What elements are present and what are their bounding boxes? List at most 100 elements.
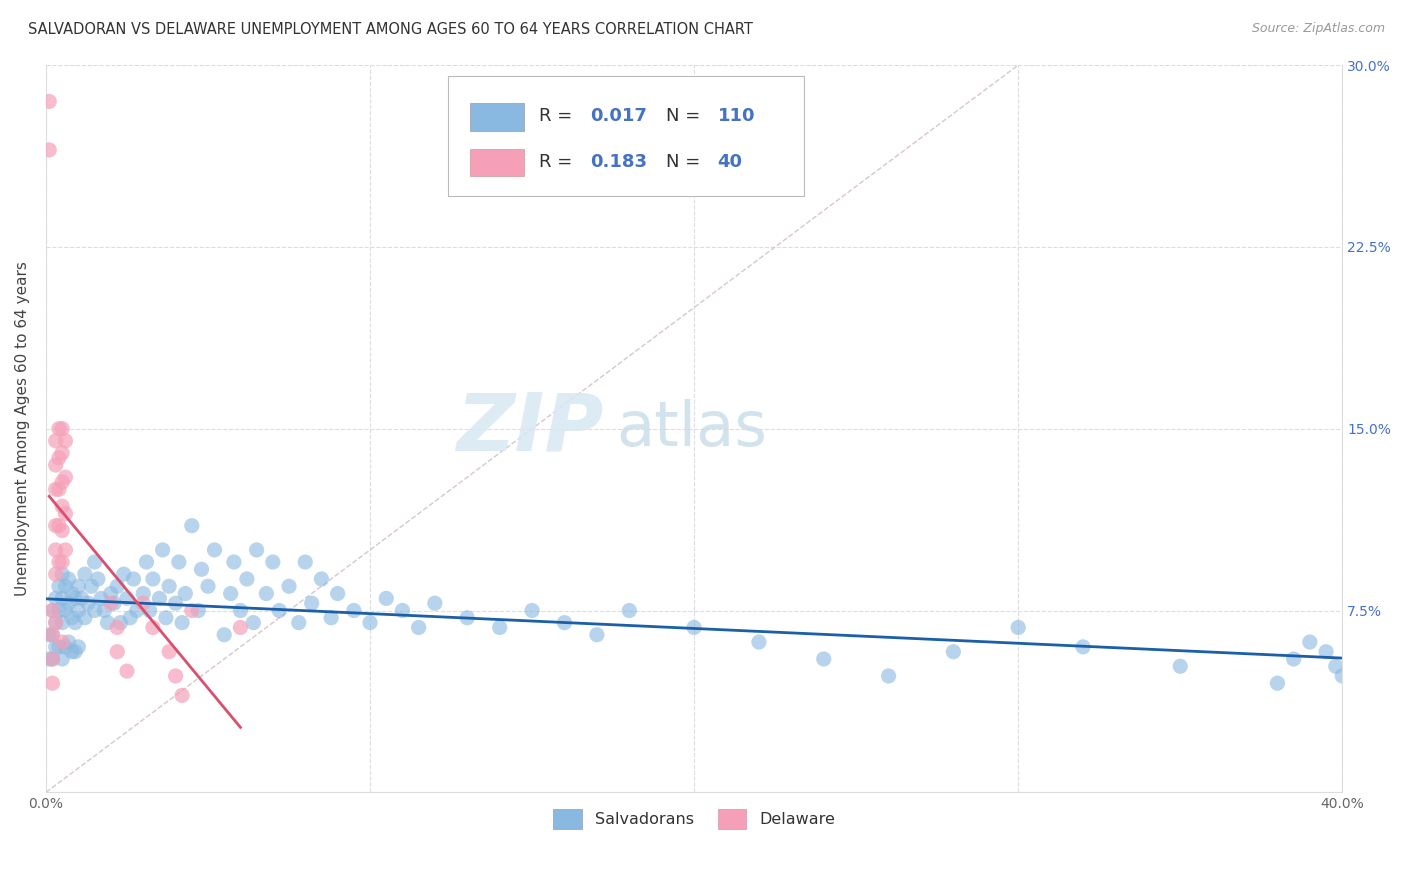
Point — [48, 450, 70, 465]
Point — [138, 603, 160, 617]
Point — [1315, 645, 1337, 659]
Point — [41, 603, 63, 617]
Point — [51, 591, 73, 606]
Point — [287, 615, 309, 630]
Point — [51, 500, 73, 514]
Point — [1267, 676, 1289, 690]
Point — [51, 524, 73, 538]
Point — [157, 579, 180, 593]
Point — [254, 586, 277, 600]
Point — [152, 542, 174, 557]
Point — [748, 635, 770, 649]
Point — [135, 555, 157, 569]
Point — [45, 567, 67, 582]
Point — [45, 615, 67, 630]
Point — [813, 652, 835, 666]
Point — [423, 596, 446, 610]
Text: N =: N = — [665, 153, 706, 171]
Point — [110, 615, 132, 630]
Text: 0.017: 0.017 — [591, 107, 647, 125]
Point — [172, 615, 194, 630]
FancyBboxPatch shape — [470, 149, 524, 177]
Point — [51, 446, 73, 460]
Point — [83, 603, 105, 617]
Point — [58, 635, 80, 649]
Point — [683, 620, 706, 634]
FancyBboxPatch shape — [470, 103, 524, 130]
Point — [48, 483, 70, 497]
Point — [359, 615, 381, 630]
Point — [174, 586, 197, 600]
Point — [180, 518, 202, 533]
Text: SALVADORAN VS DELAWARE UNEMPLOYMENT AMONG AGES 60 TO 64 YEARS CORRELATION CHART: SALVADORAN VS DELAWARE UNEMPLOYMENT AMON… — [28, 22, 754, 37]
Point — [132, 596, 155, 610]
Point — [219, 586, 242, 600]
Point — [73, 611, 96, 625]
Point — [1299, 635, 1322, 649]
Y-axis label: Unemployment Among Ages 60 to 64 years: Unemployment Among Ages 60 to 64 years — [15, 261, 30, 596]
Point — [100, 596, 122, 610]
Point — [63, 615, 86, 630]
Point — [51, 615, 73, 630]
Point — [38, 628, 60, 642]
Point — [619, 603, 641, 617]
Legend: Salvadorans, Delaware: Salvadorans, Delaware — [547, 803, 841, 835]
Point — [115, 591, 138, 606]
Point — [41, 628, 63, 642]
Point — [51, 567, 73, 582]
Text: 0.183: 0.183 — [591, 153, 647, 171]
Point — [67, 640, 90, 654]
Point — [77, 596, 100, 610]
Point — [45, 483, 67, 497]
Point — [63, 591, 86, 606]
Point — [93, 603, 115, 617]
Text: 110: 110 — [717, 107, 755, 125]
Point — [212, 628, 235, 642]
Point — [38, 95, 60, 109]
Point — [105, 645, 128, 659]
Point — [55, 579, 77, 593]
Point — [41, 676, 63, 690]
Point — [83, 555, 105, 569]
Point — [229, 603, 252, 617]
Point — [45, 434, 67, 448]
Point — [55, 507, 77, 521]
FancyBboxPatch shape — [449, 76, 804, 196]
Point — [456, 611, 478, 625]
Text: R =: R = — [538, 107, 578, 125]
Point — [38, 652, 60, 666]
Point — [343, 603, 366, 617]
Point — [269, 603, 291, 617]
Point — [488, 620, 510, 634]
Point — [278, 579, 301, 593]
Point — [55, 434, 77, 448]
Point — [204, 542, 226, 557]
Point — [80, 579, 103, 593]
Point — [55, 470, 77, 484]
Point — [60, 645, 83, 659]
Point — [58, 596, 80, 610]
Point — [45, 591, 67, 606]
Point — [100, 586, 122, 600]
Point — [294, 555, 316, 569]
Point — [242, 615, 264, 630]
Point — [408, 620, 430, 634]
Point — [45, 615, 67, 630]
Point — [51, 635, 73, 649]
Point — [142, 620, 165, 634]
Point — [520, 603, 543, 617]
Point — [105, 620, 128, 634]
Point — [942, 645, 965, 659]
Point — [45, 542, 67, 557]
Point — [51, 475, 73, 489]
Point — [48, 518, 70, 533]
Point — [90, 591, 112, 606]
Point — [67, 603, 90, 617]
Point — [148, 591, 170, 606]
Point — [41, 652, 63, 666]
Text: atlas: atlas — [616, 399, 768, 458]
Point — [73, 567, 96, 582]
Point — [877, 669, 900, 683]
Point — [55, 603, 77, 617]
Point — [60, 586, 83, 600]
